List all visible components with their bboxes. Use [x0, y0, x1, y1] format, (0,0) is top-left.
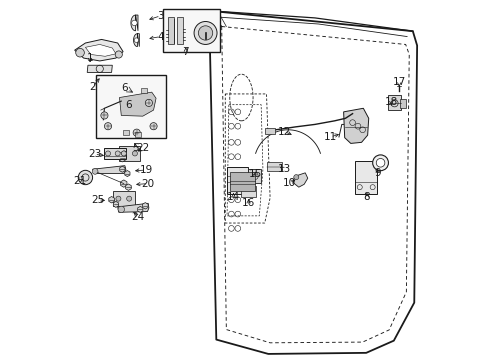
Bar: [177, 17, 183, 44]
Text: 9: 9: [374, 168, 381, 178]
Circle shape: [376, 158, 385, 167]
Circle shape: [101, 112, 108, 119]
Bar: [400, 99, 406, 108]
Polygon shape: [138, 206, 143, 212]
Text: 7: 7: [182, 46, 189, 57]
Text: 2: 2: [89, 82, 96, 92]
Circle shape: [198, 26, 213, 40]
Circle shape: [373, 155, 389, 171]
Polygon shape: [87, 65, 112, 72]
Circle shape: [150, 123, 157, 130]
Text: 25: 25: [91, 195, 104, 205]
Polygon shape: [116, 149, 122, 156]
Circle shape: [115, 51, 122, 58]
Text: 21: 21: [74, 176, 87, 186]
Bar: [248, 169, 262, 183]
Bar: [242, 186, 256, 197]
Circle shape: [92, 168, 98, 174]
Bar: [265, 128, 275, 134]
Circle shape: [294, 175, 299, 180]
Polygon shape: [120, 155, 125, 162]
Polygon shape: [143, 203, 148, 209]
Text: 6: 6: [125, 100, 132, 110]
Polygon shape: [125, 184, 131, 190]
Text: 22: 22: [136, 143, 149, 153]
Text: 5: 5: [132, 143, 139, 153]
Circle shape: [134, 38, 139, 42]
Circle shape: [126, 196, 132, 201]
Bar: [135, 132, 141, 136]
Circle shape: [105, 151, 111, 156]
Bar: [104, 148, 126, 159]
Text: 1: 1: [87, 53, 94, 63]
Circle shape: [122, 151, 126, 156]
Polygon shape: [121, 180, 127, 187]
Text: 17: 17: [392, 77, 406, 87]
Text: 18: 18: [385, 97, 398, 107]
Text: 4: 4: [157, 32, 164, 41]
Circle shape: [118, 206, 124, 213]
Polygon shape: [294, 173, 308, 187]
Circle shape: [194, 22, 217, 44]
Circle shape: [146, 99, 152, 107]
Bar: [388, 95, 401, 110]
Text: 11: 11: [324, 132, 337, 142]
Bar: [122, 130, 129, 135]
Text: 15: 15: [249, 169, 262, 179]
Text: 10: 10: [283, 178, 295, 188]
Bar: [230, 172, 255, 192]
Text: 20: 20: [142, 179, 155, 189]
Circle shape: [133, 129, 140, 136]
Circle shape: [115, 151, 120, 156]
Bar: [96, 75, 166, 138]
Polygon shape: [118, 203, 149, 212]
Bar: [163, 9, 220, 51]
Polygon shape: [125, 171, 130, 176]
Text: 6: 6: [122, 83, 128, 93]
Polygon shape: [93, 166, 126, 174]
Polygon shape: [131, 15, 138, 31]
Polygon shape: [74, 40, 123, 61]
Text: 3: 3: [157, 11, 164, 21]
Text: 16: 16: [242, 198, 255, 208]
Polygon shape: [120, 92, 156, 116]
Polygon shape: [120, 166, 125, 172]
Circle shape: [122, 151, 126, 156]
Bar: [141, 88, 147, 93]
Text: 24: 24: [131, 212, 144, 221]
Polygon shape: [85, 44, 116, 56]
Polygon shape: [109, 197, 114, 203]
Bar: [113, 192, 135, 206]
Text: 23: 23: [88, 149, 101, 159]
Bar: [355, 161, 377, 194]
Circle shape: [116, 196, 121, 201]
Circle shape: [132, 151, 137, 156]
Text: 19: 19: [140, 165, 153, 175]
Circle shape: [78, 170, 93, 185]
Text: 14: 14: [227, 192, 240, 202]
Polygon shape: [134, 34, 139, 46]
Polygon shape: [343, 108, 368, 143]
Bar: [168, 17, 174, 44]
Circle shape: [76, 48, 84, 57]
Circle shape: [132, 20, 137, 26]
Polygon shape: [113, 201, 119, 207]
Bar: [119, 146, 140, 161]
Bar: [227, 167, 248, 194]
Text: 13: 13: [278, 164, 291, 174]
Bar: [267, 162, 282, 171]
Circle shape: [104, 123, 112, 130]
Text: 12: 12: [278, 127, 291, 136]
Text: 8: 8: [364, 192, 370, 202]
